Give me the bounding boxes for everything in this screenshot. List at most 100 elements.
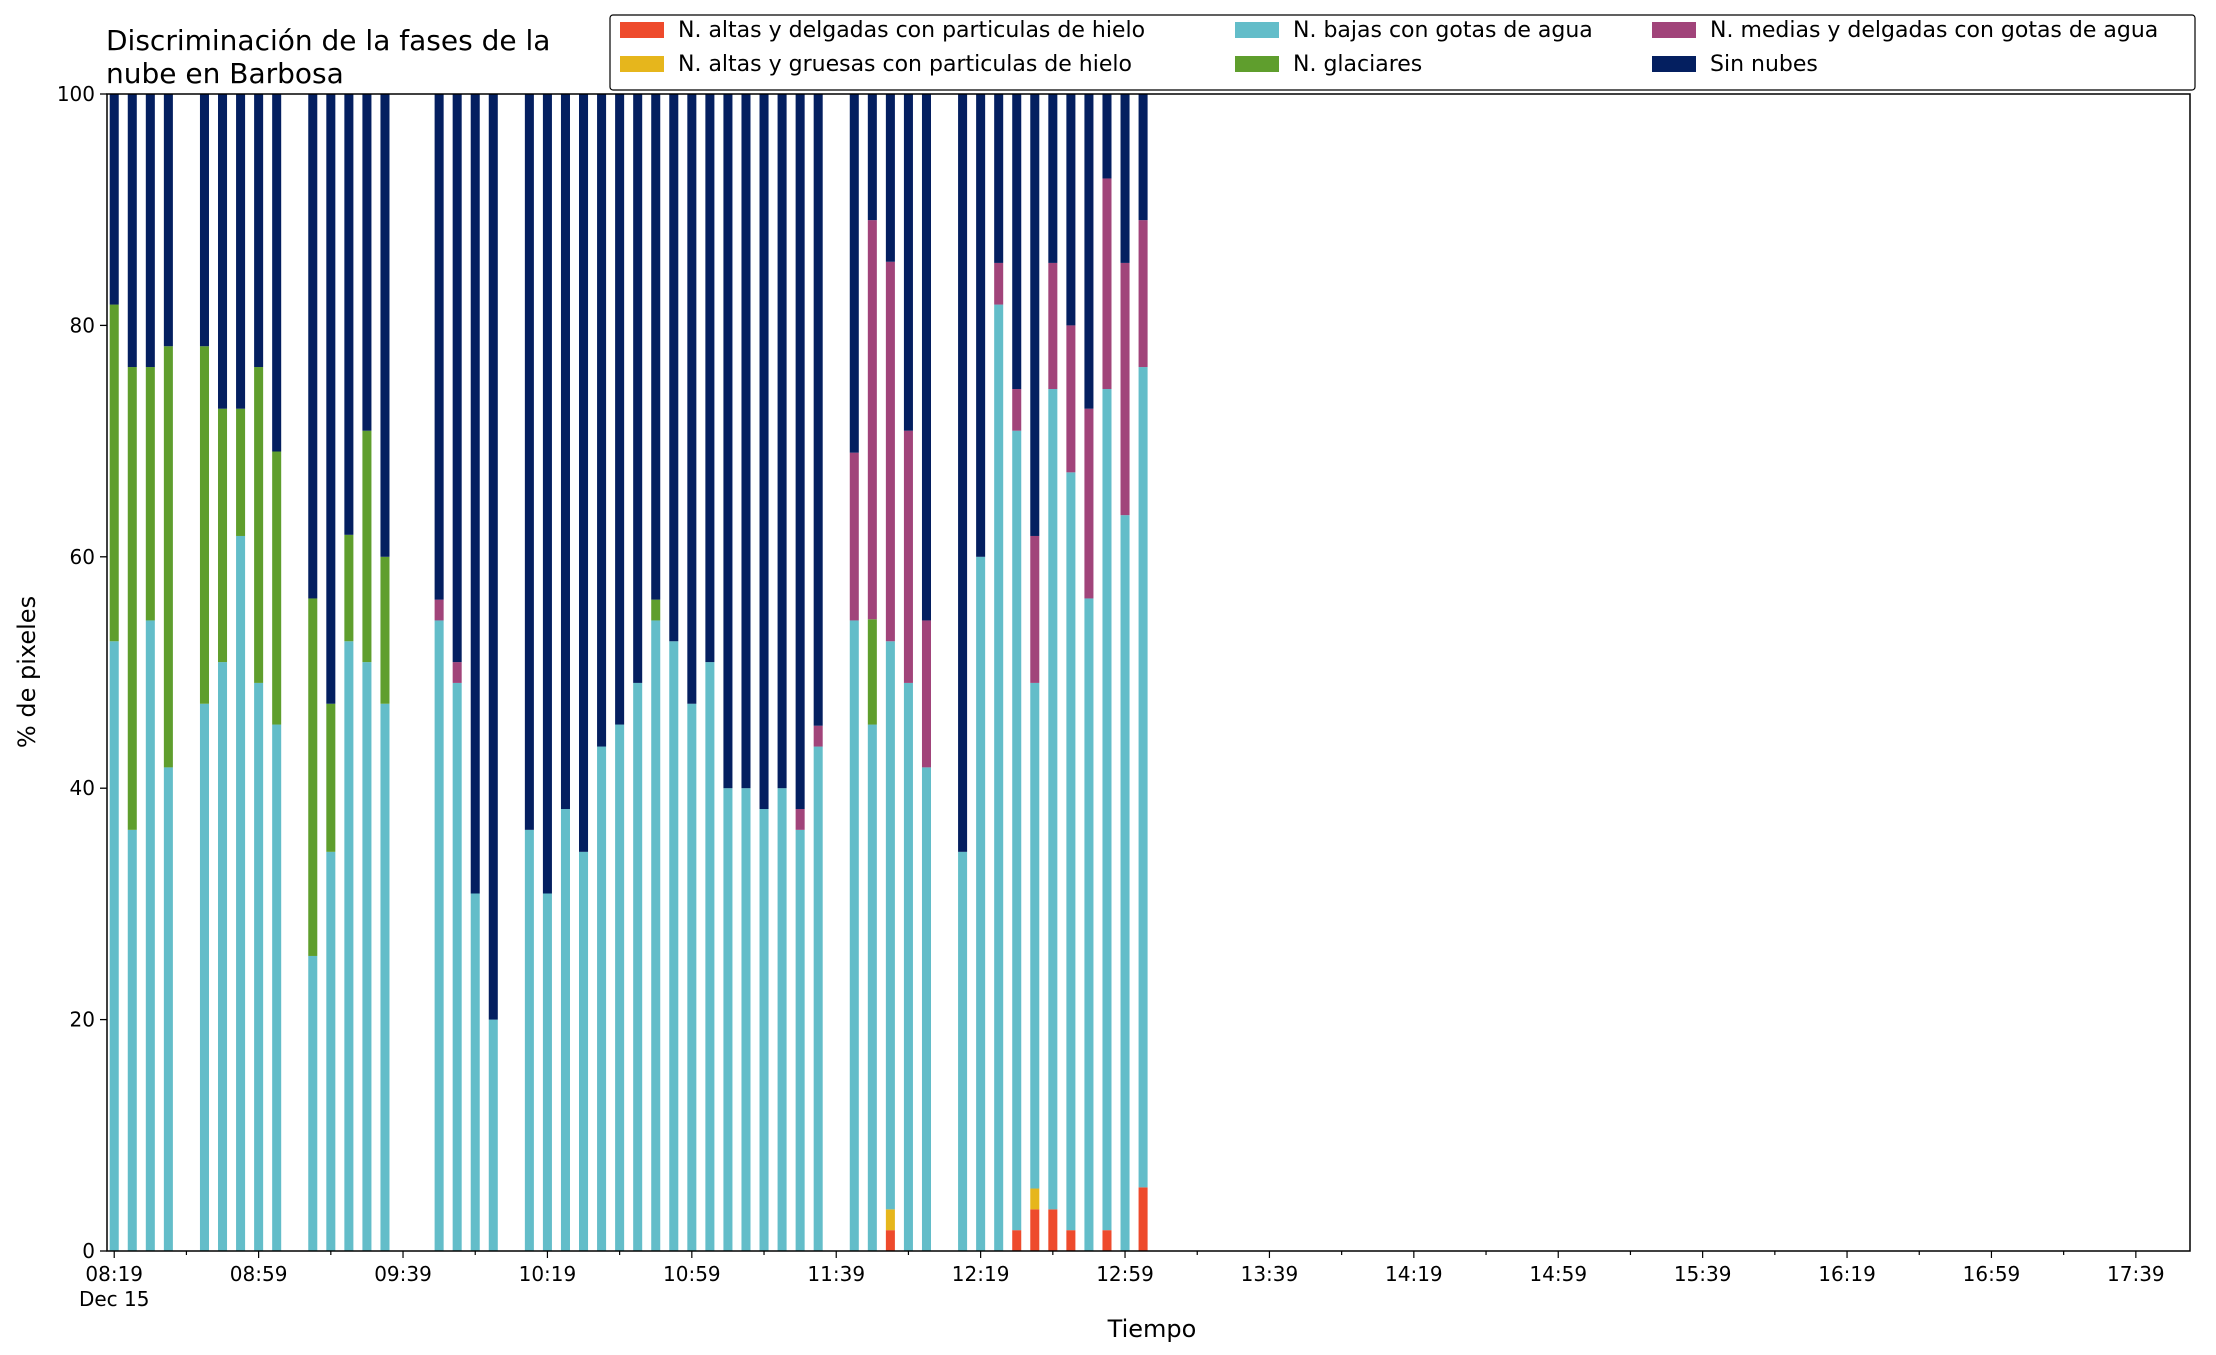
bar-segment	[524, 829, 534, 1251]
bar-segment	[380, 703, 390, 1251]
bar-segment	[813, 725, 823, 747]
bar-segment	[885, 94, 895, 262]
bar-segment	[344, 534, 354, 642]
bar-segment	[272, 724, 282, 1251]
bar-segment	[1030, 682, 1040, 1189]
bar-segment	[687, 94, 697, 704]
bar-segment	[1138, 94, 1148, 221]
bar-segment	[633, 682, 643, 1251]
legend-swatch	[620, 56, 664, 72]
bar-segment	[885, 641, 895, 1210]
legend-swatch	[1235, 56, 1279, 72]
bar-segment	[1102, 1230, 1112, 1251]
bar-segment	[921, 94, 931, 621]
bar-segment	[218, 662, 228, 1251]
bar-segment	[488, 1019, 498, 1251]
legend-label: N. glaciares	[1293, 52, 1422, 77]
bar-segment	[163, 94, 173, 347]
bar-segment	[362, 662, 372, 1251]
y-tick-label: 40	[70, 776, 95, 800]
bar-segment	[488, 94, 498, 1020]
bar-segment	[867, 724, 877, 1251]
bar-segment	[651, 620, 661, 1251]
bar-segment	[380, 94, 390, 557]
bar-segment	[362, 430, 372, 663]
bar-segment	[1030, 1209, 1040, 1251]
bar-segment	[885, 1209, 895, 1231]
y-tick-label: 80	[70, 313, 95, 337]
bar-segment	[127, 94, 137, 368]
bar-segment	[579, 851, 589, 1251]
bar-segment	[741, 788, 751, 1251]
bar-segment	[1120, 515, 1130, 1251]
bar-segment	[958, 94, 968, 852]
bar-segment	[145, 620, 155, 1251]
bar-segment	[1084, 94, 1094, 409]
bar-segment	[1084, 598, 1094, 1251]
legend-label: N. altas y delgadas con particulas de hi…	[678, 18, 1145, 43]
bar-segment	[759, 94, 769, 810]
y-tick-label: 100	[57, 82, 95, 106]
y-axis: 0 20 40 60 80 100	[57, 82, 107, 1263]
bar-segment	[362, 94, 372, 431]
bar-segment	[615, 724, 625, 1251]
bar-segment	[1066, 472, 1076, 1231]
bar-segment	[272, 94, 282, 452]
bar-segment	[560, 94, 570, 810]
bar-segment	[867, 619, 877, 725]
x-tick-label: 14:19	[1385, 1262, 1443, 1286]
x-axis-label: Tiempo	[1107, 1315, 1197, 1343]
bar-segment	[723, 788, 733, 1251]
x-tick-label: 17:39	[2107, 1262, 2165, 1286]
bar-segment	[308, 598, 318, 956]
bar-segment	[867, 94, 877, 221]
bar-segment	[109, 641, 119, 1251]
bar-segment	[994, 94, 1004, 263]
bar-segment	[254, 94, 264, 368]
bar-segment	[1066, 325, 1076, 473]
legend: N. altas y delgadas con particulas de hi…	[609, 14, 2196, 91]
bar-segment	[777, 94, 787, 789]
bar-segment	[199, 703, 209, 1251]
bar-segment	[1102, 389, 1112, 1231]
bar-segment	[1120, 262, 1130, 516]
x-tick-label: 10:19	[519, 1262, 577, 1286]
bar-segment	[145, 367, 155, 621]
bar-segment	[524, 94, 534, 830]
bar-segment	[813, 746, 823, 1251]
x-tick-label: 10:59	[663, 1262, 721, 1286]
bar-segment	[1048, 262, 1058, 390]
bar-segment	[1066, 94, 1076, 326]
bar-segment	[236, 535, 246, 1251]
bar-segment	[218, 94, 228, 409]
bar-segment	[127, 367, 137, 830]
bar-segment	[308, 94, 318, 599]
bar-segment	[1030, 535, 1040, 683]
bar-segment	[741, 94, 751, 789]
bar-segment	[813, 94, 823, 726]
bar-segment	[921, 767, 931, 1251]
bar-segment	[163, 767, 173, 1251]
bar-segment	[795, 829, 805, 1251]
x-tick-label: 08:59	[230, 1262, 288, 1286]
bar-segment	[326, 94, 336, 704]
bar-segment	[976, 94, 986, 557]
bar-segment	[145, 94, 155, 368]
y-axis-label: % de pixeles	[13, 596, 41, 748]
bar-segment	[542, 94, 552, 894]
bar-segment	[1102, 94, 1112, 179]
legend-frame	[609, 14, 2196, 91]
bar-segment	[1120, 94, 1130, 263]
legend-swatch	[620, 22, 664, 38]
bar-segment	[1102, 178, 1112, 390]
x-tick-label: 12:59	[1096, 1262, 1154, 1286]
bar-segment	[777, 788, 787, 1251]
y-tick-label: 0	[82, 1239, 95, 1263]
y-tick-label: 20	[70, 1008, 95, 1032]
bar-segment	[434, 620, 444, 1251]
bar-segment	[1030, 94, 1040, 536]
bar-segment	[903, 430, 913, 683]
bar-segment	[452, 662, 462, 683]
x-tick-label: 13:39	[1241, 1262, 1299, 1286]
